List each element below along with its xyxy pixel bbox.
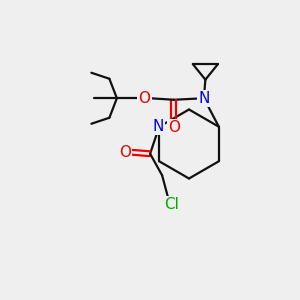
Text: O: O xyxy=(168,120,180,135)
Text: Cl: Cl xyxy=(164,197,178,212)
Text: N: N xyxy=(153,118,164,134)
Text: N: N xyxy=(198,91,210,106)
Text: O: O xyxy=(139,91,151,106)
Text: O: O xyxy=(119,145,131,160)
